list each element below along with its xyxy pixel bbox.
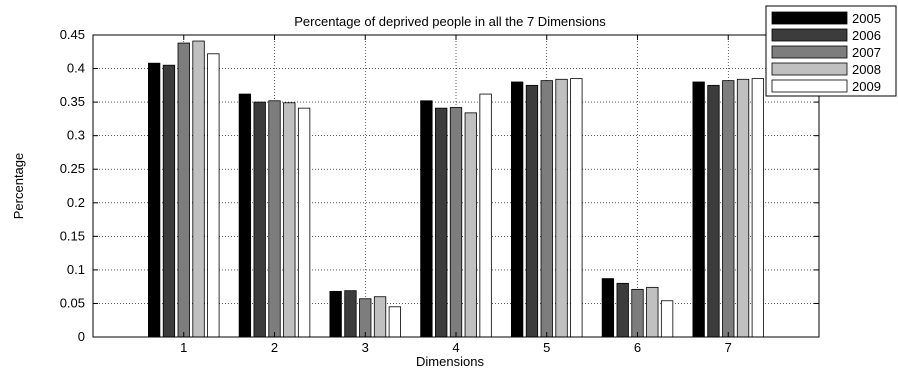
bar-2008-dim-3	[373, 296, 387, 338]
x-tick-label: 4	[452, 340, 459, 355]
y-axis-title: Percentage	[11, 153, 26, 220]
y-tick-label: 0.2	[67, 195, 85, 210]
bar-2006-dim-7	[707, 84, 720, 338]
y-tick-label: 0.25	[60, 161, 85, 176]
bar-2005-dim-2	[238, 93, 252, 338]
y-tick-label: 0.1	[67, 262, 85, 277]
bar-2007-dim-3	[359, 298, 372, 338]
x-tick-label: 1	[180, 340, 187, 355]
legend-swatch-2008	[771, 62, 848, 76]
bar-2008-dim-5	[555, 78, 568, 338]
bar-2006-dim-2	[253, 101, 266, 338]
bar-2008-dim-7	[736, 78, 750, 338]
bar-2007-dim-5	[540, 80, 553, 338]
chart-title: Percentage of deprived people in all the…	[294, 14, 606, 29]
y-tick-label: 0.05	[60, 295, 85, 310]
x-axis-title: Dimensions	[416, 354, 484, 369]
bar-2009-dim-2	[297, 107, 311, 338]
bar-2009-dim-7	[751, 78, 764, 338]
bar-2008-dim-6	[646, 286, 659, 338]
y-tick-label: 0.35	[60, 94, 85, 109]
legend-swatch-2005	[771, 11, 848, 25]
y-axis: 0 0.05 0.1 0.15 0.2 0.25 0.3 0.35 0.4 0.45	[60, 27, 819, 344]
bar-2009-dim-5	[570, 78, 583, 338]
y-tick-label: 0.15	[60, 228, 85, 243]
bar-2005-dim-3	[329, 290, 342, 338]
y-tick-label: 0.45	[60, 27, 85, 42]
bar-2007-dim-1	[177, 42, 190, 338]
bar-2008-dim-4	[464, 112, 477, 338]
bar-2007-dim-7	[722, 80, 735, 338]
bar-2008-dim-1	[192, 40, 205, 338]
x-tick-label: 6	[634, 340, 641, 355]
bar-2006-dim-5	[525, 84, 539, 338]
x-tick-label: 5	[543, 340, 550, 355]
bar-2008-dim-2	[283, 102, 296, 338]
bar-2006-dim-1	[162, 64, 176, 338]
bar-2009-dim-3	[388, 306, 402, 338]
bar-2006-dim-4	[435, 107, 448, 338]
bar-2006-dim-6	[616, 282, 629, 338]
bar-2007-dim-4	[449, 107, 463, 338]
bar-2009-dim-1	[207, 53, 220, 338]
bar-2006-dim-3	[344, 290, 357, 338]
legend-label-2007: 2007	[852, 45, 881, 60]
y-tick-label: 0.3	[67, 128, 85, 143]
bar-2005-dim-5	[510, 81, 524, 338]
legend-label-2006: 2006	[852, 28, 881, 43]
y-tick-label: 0	[78, 329, 85, 344]
x-tick-label: 3	[362, 340, 369, 355]
x-tick-label: 7	[725, 340, 732, 355]
bar-2005-dim-6	[601, 278, 615, 338]
bar-2009-dim-6	[660, 300, 674, 338]
legend-label-2009: 2009	[852, 79, 881, 94]
legend-swatch-2006	[771, 28, 848, 42]
bar-2009-dim-4	[479, 93, 492, 338]
bars-group	[147, 40, 764, 338]
legend: 2005 2006 2007 2008 2009	[765, 5, 897, 97]
bar-2005-dim-7	[692, 81, 705, 338]
bar-2005-dim-1	[147, 62, 161, 338]
x-tick-label: 2	[271, 340, 278, 355]
legend-swatch-2007	[771, 45, 848, 59]
legend-label-2005: 2005	[852, 11, 881, 26]
legend-swatch-2009	[771, 79, 848, 93]
legend-label-2008: 2008	[852, 62, 881, 77]
bar-2007-dim-2	[268, 100, 281, 338]
bar-2005-dim-4	[420, 100, 433, 338]
bar-2007-dim-6	[631, 288, 644, 338]
y-tick-label: 0.4	[67, 61, 85, 76]
x-axis: 1 2 3 4 5 6 7	[180, 35, 732, 355]
